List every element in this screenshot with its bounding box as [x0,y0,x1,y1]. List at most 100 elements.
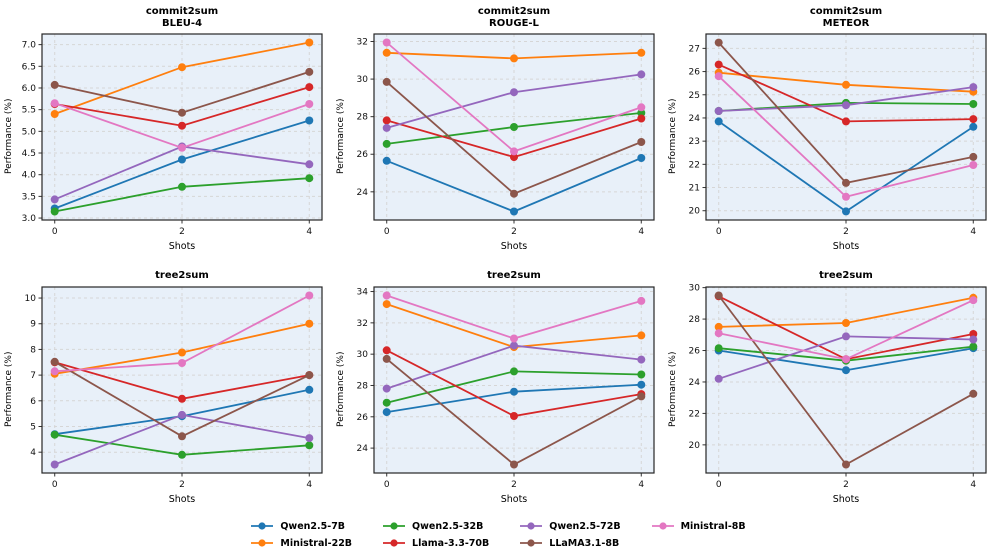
subplot-tree2sum-rougel: tree2sum Performance (%) 24 26 28 30 32 34 0 2 4… [332,262,664,514]
data-point [842,101,850,110]
legend-marker-icon [251,522,274,530]
y-tick-label: 7.0 [22,41,37,51]
series-Ministral-8B [382,38,646,156]
y-axis-label: Performance (%) [336,351,346,427]
data-point [969,342,978,351]
y-tick-label: 8 [30,345,36,355]
y-axis-label: Performance (%) [336,98,346,174]
chart-body: Performance (%) 20 21 22 23 24 25 26 27 0 2 4 [664,30,996,242]
y-tick-label: 24 [357,188,369,198]
y-tick-label: 26 [689,347,701,357]
y-tick-label: 26 [357,413,369,423]
y-tick-label: 6 [30,397,36,407]
chart-title: tree2sum [155,270,209,281]
plot-border [41,286,323,474]
data-point [382,77,391,86]
legend-marker-icon [383,522,406,530]
legend-label: Ministral-8B [680,520,746,532]
data-point [637,331,646,340]
data-point [510,54,518,63]
data-point [50,99,59,108]
data-point [510,460,518,469]
data-point [637,114,646,123]
subplot-tree2sum-bleu4: tree2sum Performance (%) 4 5 6 7 8 9 10 0 2 4 Sho… [0,262,332,514]
y-tick-label: 30 [357,350,369,360]
chart-title: commit2sum [145,6,219,17]
data-point [969,152,978,161]
x-tick-label: 4 [638,227,644,237]
chart-title-block: commit2sum METEOR [664,6,996,30]
x-tick-label: 2 [843,227,849,237]
data-point [305,38,314,47]
y-tick-label: 10 [25,294,37,304]
legend-label: Qwen2.5-32B [412,520,484,532]
data-point [637,70,646,79]
data-point [637,392,646,401]
series-LLaMA3.1-8B [50,357,314,441]
chart-title: tree2sum [819,270,873,281]
data-point [510,207,518,216]
data-point [382,346,391,355]
data-point [969,115,978,124]
y-tick-label: 24 [689,378,701,388]
series-Qwen2.5-72B [714,83,978,115]
data-point [969,330,978,338]
y-tick-label: 26 [357,150,369,160]
series-Ministral-8B [50,99,314,152]
data-point [510,147,518,156]
chart-title: tree2sum [487,270,541,281]
data-point [382,139,391,148]
data-point [637,48,646,57]
x-tick-label: 2 [511,227,517,237]
data-point [305,371,314,380]
data-point [178,155,186,164]
data-point [305,83,314,92]
y-axis-label: Performance (%) [668,98,678,174]
legend-item-llama3-1-8b: LLaMA3.1-8B [519,535,620,551]
legend-label: LLaMA3.1-8B [549,537,620,549]
chart-subtitle: BLEU-4 [161,18,203,29]
series-Ministral-22B [50,38,314,118]
data-point [50,460,59,469]
data-point [382,300,391,309]
legend-item-qwen2-5-72b: Qwen2.5-72B [519,518,621,534]
data-point [305,100,314,108]
data-point [382,156,391,165]
data-point [714,322,723,331]
y-tick-label: 20 [689,207,701,217]
data-point [969,335,978,344]
x-axis-label: Shots [168,494,196,505]
data-point [510,341,518,350]
chart-subtitle: METEOR [822,18,870,29]
data-point [382,48,391,57]
plot-border [705,286,987,474]
y-tick-label: 21 [689,184,700,194]
data-point [510,367,518,376]
data-point [50,80,59,89]
series-LLaMA3.1-8B [714,38,978,187]
data-point [842,355,850,364]
chart-title: commit2sum [477,6,551,17]
data-point [50,195,59,204]
y-tick-label: 5.5 [22,106,36,116]
data-point [510,153,518,162]
subplot-commit2sum-meteor: commit2sum METEOR Performance (%) 20 21 22… [664,0,996,262]
data-point [382,123,391,132]
series-Ministral-8B [714,72,978,201]
data-point [50,367,59,376]
x-axis-label: Shots [832,494,860,505]
x-tick-label: 2 [179,227,185,237]
x-tick-label: 2 [179,480,185,490]
data-point [178,450,186,459]
chart-title: commit2sum [809,6,883,17]
plot-border [41,33,323,221]
data-point [305,67,314,76]
y-tick-label: 4.5 [22,149,36,159]
chart-body: Performance (%) 3.0 3.5 4.0 4.5 5.0 5.5 6.0 6.5… [0,30,332,242]
x-tick-label: 0 [716,480,722,490]
legend-label: Llama-3.3-70B [412,537,490,549]
series-LLaMA3.1-8B [382,354,646,469]
y-tick-label: 6.0 [22,84,37,94]
series-Qwen2.5-72B [714,332,978,383]
